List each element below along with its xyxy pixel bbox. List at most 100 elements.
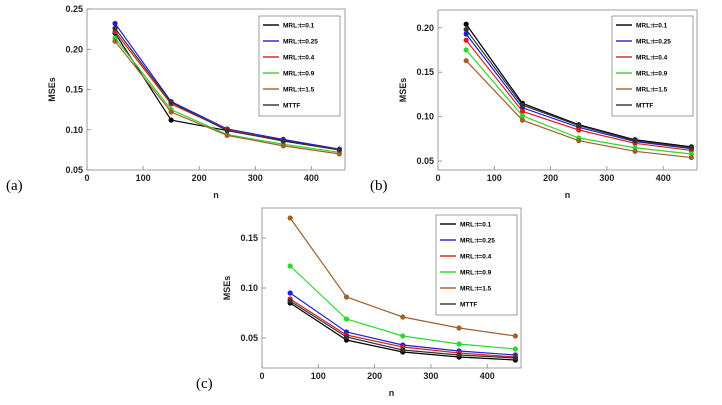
data-point-s6-2 [519,102,526,108]
x-tick-label: 100 [487,173,502,183]
y-tick-label: 0.05 [416,156,434,166]
data-point-s1-2 [168,117,174,123]
legend-label-5: MRL:t=1.5 [460,285,492,292]
plot-frame [437,9,698,171]
x-tick-label: 100 [311,371,326,381]
y-axis-title: MSEs [222,276,232,301]
data-point-s3-3 [576,127,582,133]
legend-label-4: MRL:t=0.9 [636,70,668,77]
data-point-s5-2 [168,109,174,115]
legend-box [611,15,694,117]
data-point-s6-4 [280,138,286,144]
y-tick-label: 0.15 [65,85,83,95]
x-tick-label: 0 [259,371,264,381]
data-point-s5-4 [456,325,462,331]
legend-label-4: MRL:t=0.9 [460,269,492,276]
x-tick-label: 200 [192,173,207,183]
legend-label-5: MRL:t=1.5 [283,86,315,93]
y-tick-label: 0.05 [240,333,258,343]
panel-label: (b) [370,178,388,194]
x-tick-label: 300 [423,371,438,381]
data-point-s6-3 [400,347,406,353]
data-point-s5-2 [519,117,526,123]
data-point-s4-5 [688,151,694,157]
chart-panel-2: 0 100 200 300 400 0.05 0.10 0.15 0.20 n MSEs MRL:t=… [370,9,698,200]
x-tick-label: 0 [84,173,89,183]
legend-label-3: MRL:t=0.4 [460,253,492,260]
data-point-s5-3 [400,314,406,320]
data-point-s5-5 [336,151,342,157]
x-axis-title: n [213,190,219,200]
data-point-s6-1 [112,25,118,31]
data-point-s5-1 [112,38,118,44]
y-tick-label: 0.20 [416,23,434,33]
y-axis-title: MSEs [47,77,57,102]
legend: MRL:t=0.1 MRL:t=0.25 MRL:t=0.4 MRL:t=0.9 MRL… [611,15,694,117]
x-tick-label: 300 [599,173,614,183]
data-point-s4-2 [343,316,350,322]
x-axis-title: n [389,388,395,398]
data-point-s5-4 [280,143,286,149]
legend-label-6: MTTF [283,102,300,109]
data-point-s6-4 [632,138,638,144]
legend-label-4: MRL:t=0.9 [283,70,315,77]
data-point-s4-4 [632,145,638,151]
legend-label-1: MRL:t=0.1 [636,22,668,29]
legend-label-3: MRL:t=0.4 [636,54,668,61]
y-tick-label: 0.10 [65,125,83,135]
x-tick-label: 0 [435,173,440,183]
x-axis-title: n [565,190,571,200]
legend-label-2: MRL:t=0.25 [460,237,495,244]
data-point-s5-5 [512,333,518,339]
x-tick-label: 400 [656,173,671,183]
y-tick-label: 0.05 [65,165,83,175]
x-tick-label: 100 [136,173,151,183]
data-point-s5-1 [463,58,469,64]
data-point-s6-3 [224,127,230,134]
data-point-s4-1 [463,47,469,53]
chart-panel-1: 0 100 200 300 400 0.05 0.10 0.15 0.20 0.25 n MSEs MR… [6,4,346,200]
y-tick-label: 0.25 [65,4,83,14]
legend-label-2: MRL:t=0.25 [636,38,671,45]
y-tick-label: 0.10 [416,112,434,122]
legend-box [258,15,341,117]
data-point-s5-1 [287,215,293,221]
data-point-s6-5 [688,145,694,151]
x-tick-label: 200 [367,371,382,381]
y-tick-label: 0.15 [416,67,434,77]
legend-label-3: MRL:t=0.4 [283,54,315,61]
x-tick-label: 300 [248,173,263,183]
data-point-s4-5 [512,346,518,352]
legend: MRL:t=0.1 MRL:t=0.25 MRL:t=0.4 MRL:t=0.9 MRL… [258,15,341,117]
chart-panel-3: 0 100 200 300 4000.050.100.15nMSEsMRL:t=0.1M… [196,207,522,398]
data-point-s6-5 [336,147,342,153]
y-tick-label: 0.15 [240,233,258,243]
y-axis-title: MSEs [398,78,408,103]
legend-label-1: MRL:t=0.1 [283,22,315,29]
y-tick-label: 0.10 [240,283,258,293]
x-tick-label: 400 [304,173,319,183]
legend-label-5: MRL:t=1.5 [636,86,668,93]
data-point-s4-2 [519,113,526,119]
data-point-s6-3 [576,122,582,129]
data-point-s5-5 [688,154,694,161]
data-point-s6-5 [512,355,518,361]
data-point-s3-2 [519,108,526,114]
legend-box [435,214,518,316]
legend-label-6: MTTF [636,102,653,109]
data-point-s6-4 [456,352,462,358]
legend: MRL:t=0.1 MRL:t=0.25 MRL:t=0.4 MRL:t=0.9 MRL… [435,214,518,316]
data-point-s4-1 [287,263,293,269]
data-point-s6-2 [343,334,350,340]
legend-label-2: MRL:t=0.25 [283,38,318,45]
data-point-s4-4 [456,341,462,347]
data-point-s4-3 [400,333,406,339]
x-tick-label: 400 [480,371,495,381]
data-point-s3-1 [463,37,469,43]
data-point-s2-1 [112,20,118,27]
data-point-s1-1 [463,21,469,27]
data-point-s6-1 [463,26,469,33]
legend-label-1: MRL:t=0.1 [460,221,492,228]
panel-label: (c) [196,376,213,392]
